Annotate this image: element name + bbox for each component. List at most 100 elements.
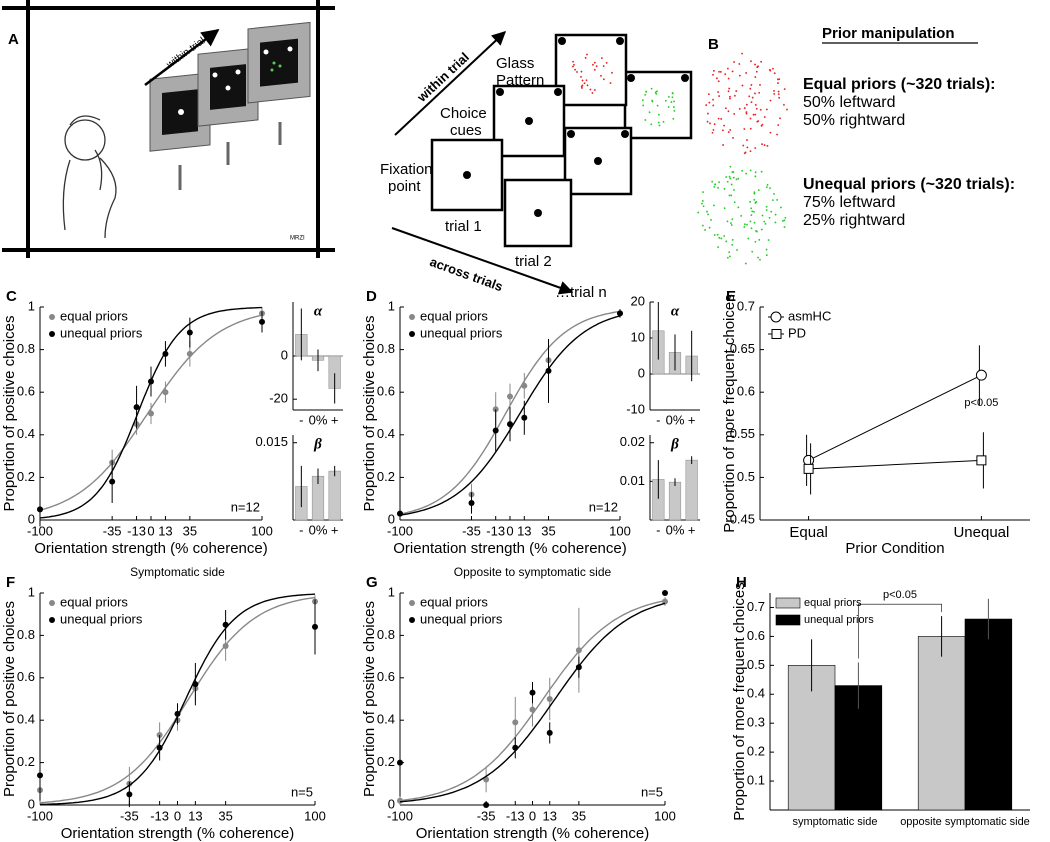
x-axis-label: Orientation strength (% coherence) [34,540,267,557]
dot-pair [671,100,676,104]
dot-pair [575,70,579,75]
data-point [222,621,229,628]
y-tick-label: 1 [388,584,395,599]
dot-pair [598,74,603,77]
dot-pair [644,118,648,123]
dot-pair [755,119,759,123]
x-tick-label: + [331,522,339,537]
dot-pair [670,101,673,105]
dot-pair [573,67,577,71]
dot-pair [705,213,710,217]
x-tick-label: 13 [517,523,531,538]
data-point [529,706,536,713]
x-tick-label: 100 [654,808,676,823]
dot-pair [753,240,757,245]
dot-pair [753,201,757,206]
legend-label: unequal priors [420,611,503,626]
trial-label: trial 1 [445,218,482,235]
legend-marker [409,331,415,337]
dot-pair [729,183,733,186]
dot-pair [657,120,661,124]
y-tick-label: 0.2 [377,469,395,484]
dot-pair [651,99,655,103]
y-tick-label: 0 [388,511,395,526]
x-tick-label: symptomatic side [793,816,878,828]
dot-pair [754,230,759,234]
dot-pair [722,186,726,190]
y-tick-label: 0.1 [747,773,765,788]
dot-pair [764,222,768,226]
dot-pair [719,236,723,240]
data-point [156,744,163,751]
dot-pair [768,210,773,213]
dot-pair [750,214,754,218]
data-point [468,499,475,506]
data-point [37,506,43,513]
y-tick-label: 0.5 [747,657,765,672]
dot-pair [645,90,649,93]
y-tick-label: 0.4 [17,712,35,727]
panel-title: Prior manipulation [822,25,955,42]
dot-pair [774,213,778,217]
data-point [546,696,553,702]
bar [917,636,966,811]
dot-pair [721,142,725,146]
x-tick-label: Equal [789,524,827,541]
dot-pair [570,64,575,68]
y-tick-label: 1 [28,298,35,313]
dot-pair [759,228,763,232]
dot-pair [585,84,589,88]
dot-pair [699,202,703,206]
dot-pair [711,203,716,207]
dot-pair [656,103,660,107]
annotation: p<0.05 [964,397,998,409]
symbol: β [313,436,322,452]
data-point [186,350,193,357]
y-tick-label: 0.015 [255,434,288,449]
dot-pair [701,199,706,202]
dot-pair [718,179,721,184]
dot-pair [650,87,654,90]
dot-pair [753,74,757,79]
dot-pair [647,111,651,115]
dot-pair [752,113,756,117]
dot-pair [766,183,770,187]
across-trials-label: across trials [428,254,505,294]
x-tick-label: opposite symptomatic side [900,816,1030,828]
dot-pair [726,86,731,90]
legend-marker [49,331,55,337]
fixation-label: Fixation [380,161,433,178]
dot-pair [782,102,787,107]
dot-pair [579,70,583,74]
dot-pair [778,117,782,121]
group-line: 50% rightward [803,112,905,129]
dot-pair [592,61,596,65]
significance-bracket [858,603,942,659]
legend-label: equal priors [420,308,488,323]
y-tick-label: 10 [631,329,645,344]
legend-marker [49,600,55,606]
dot-pair [708,122,713,125]
dot-pair [649,99,654,102]
x-tick-label: -100 [387,523,413,538]
dot-pair [750,83,754,87]
x-axis-label: Prior Condition [845,540,944,557]
dot-pair [713,185,717,190]
dot-pair [753,147,757,151]
dot-pair [779,205,784,209]
annotation: p<0.05 [883,589,917,601]
x-tick-label: - [656,412,660,427]
dot-pair [785,108,789,112]
dot-pair [736,62,741,66]
arrow [144,28,220,86]
data-point [397,759,403,766]
data-point [483,802,490,808]
symbol: β [670,436,679,452]
x-tick-label: -100 [387,808,413,823]
y-tick-label: 0 [28,796,35,811]
dot-pair [745,103,749,107]
legend-swatch [775,614,801,626]
x-tick-label: + [688,412,696,427]
data-point [186,329,193,336]
x-tick-label: 35 [218,808,232,823]
